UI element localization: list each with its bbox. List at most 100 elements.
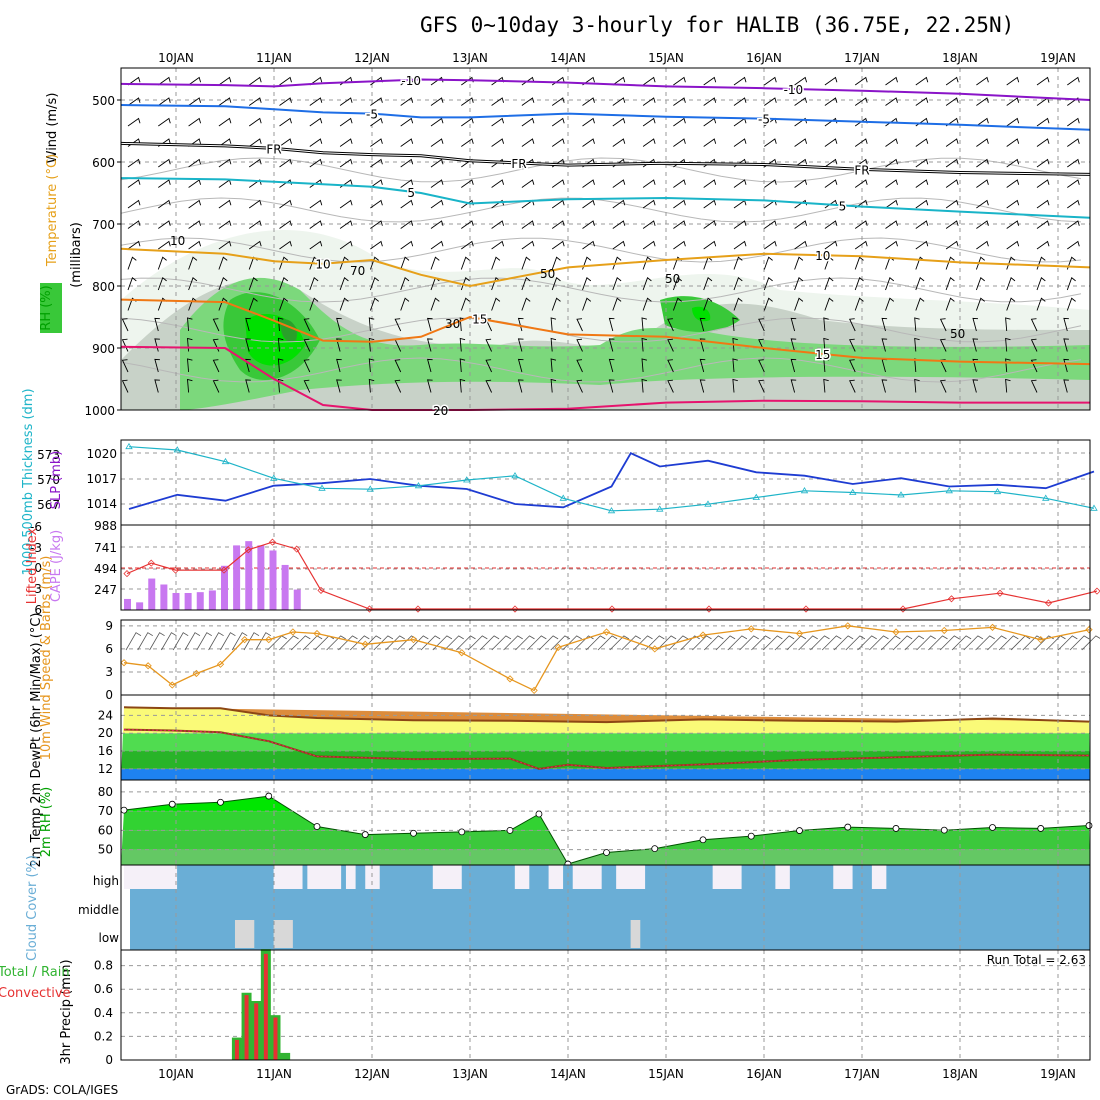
wind-barb [699,379,706,393]
high-cloud-gap [775,865,790,889]
li-tick: -6 [30,520,42,534]
rh-label: 10 [170,234,185,248]
wind-barb [612,76,626,86]
wind-barb [339,240,353,250]
thickness-marker [800,487,809,494]
thickness-line [128,446,1095,512]
isotherm-label: -10 [784,83,804,97]
wind10-marker [795,629,804,638]
wind-barb [885,240,898,250]
wind-barb [394,379,402,393]
wind-barb [521,220,535,229]
thickness-slp-panel: 1014 1017 1020 567 570 573 988 [37,439,1098,533]
wind-barb [976,220,989,229]
li-marker [608,605,616,613]
wind10-marker [409,636,418,644]
wind-barb [1063,338,1069,352]
wind-barb [550,378,557,393]
wind-barb [309,297,319,311]
wind-barb [121,318,129,332]
wind-barb [642,117,656,127]
wind10-barb [751,635,771,651]
high-cloud-gap [871,865,887,889]
wind10-barb [609,635,630,651]
wind-barb [612,199,626,209]
high-cloud-gap [124,865,178,889]
rh-panel: 50 60 70 80 [98,779,1093,868]
wind10-barb [1010,635,1031,651]
low-cloud-block [234,920,255,948]
wind10-marker [192,669,201,678]
wind-barb [1067,117,1080,127]
wind10-barb [656,635,677,651]
wind-barb [885,138,898,147]
li-tick: 0 [34,561,42,575]
precip-tick: 0.8 [94,959,113,973]
wind10-barb [904,635,925,651]
wind-barb [1066,256,1076,270]
wind-barb [764,179,777,188]
wind-barb [823,337,829,352]
wind-barb [157,277,167,291]
wind-barb [758,318,765,332]
wind10-marker [747,625,755,633]
wind10-barb [456,635,476,651]
wind-barb [849,359,856,373]
high-cloud-gap [345,865,356,889]
wind-barb [491,256,501,270]
wind-barb [461,179,474,188]
wind-barb [188,158,202,168]
wind-barb [915,138,929,147]
wind-barb [277,337,284,352]
wind-barb [703,199,717,209]
wind-barb [915,117,929,127]
slp-line [128,452,1095,510]
high-cloud-gap [572,865,602,889]
wind-barb [703,256,713,270]
wind-barb [854,158,868,168]
rh-contour-line [120,197,1082,223]
wind-barb [339,117,353,127]
wind-barb [245,358,251,373]
wind-barb [945,179,959,188]
wind-barb [491,220,505,229]
wind-barb [303,338,311,352]
wind10-barb [538,635,559,651]
li-marker [705,605,713,613]
wind-barb [158,76,171,86]
cloud-level-label: low [99,931,120,945]
wind10-barb [939,635,960,651]
wind-barb [794,76,808,86]
wind-barb [370,158,383,168]
pressure-tick: 600 [92,156,115,170]
wind-barb [854,76,868,86]
wind-barb [218,220,232,229]
wind10-barb [338,635,358,651]
wind-barb [309,97,323,106]
wind10-barb [727,635,748,651]
wind-barb [849,338,856,352]
thickness-marker [173,446,181,453]
wind-barb [248,138,262,147]
wind-barb [430,240,444,250]
wind10-marker [554,643,562,651]
cape-bar [208,590,216,610]
temp-tick: 12 [98,762,113,776]
wind-barb [1030,318,1038,332]
wind-barb [400,297,410,311]
wind-barb [1036,199,1050,209]
wind-barb [790,379,797,393]
wind10-tick: 6 [105,642,113,656]
wind-barb [339,297,349,311]
wind-barb [612,179,626,188]
wind-barb [309,76,323,86]
wind-barb [945,97,959,106]
wind-barb [854,220,868,229]
rh-label: 50 [665,272,680,286]
wind10-barb [845,635,866,651]
wind-barb [885,97,898,106]
wind-barb [1005,317,1011,332]
cape-tick: 741 [94,541,117,555]
wind-barb [1006,240,1020,250]
wind-barb [394,318,402,332]
